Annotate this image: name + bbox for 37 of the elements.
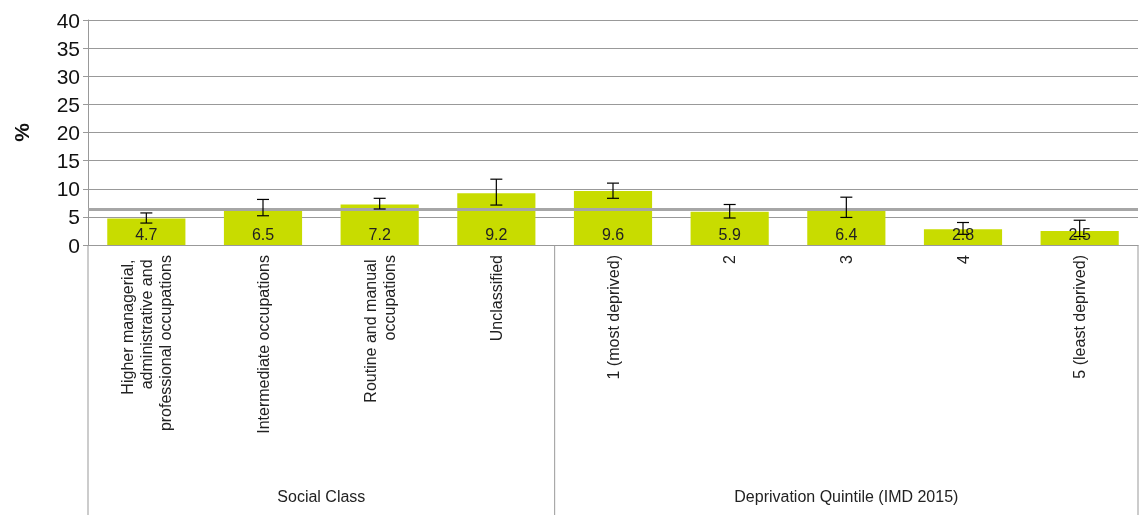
x-tick-label: Unclassified [487, 255, 505, 342]
y-tick-label: 25 [56, 92, 80, 116]
y-tick-label: 30 [56, 64, 80, 88]
y-tick-label: 5 [68, 205, 80, 229]
bar [807, 209, 886, 245]
x-tick-label: 3 [837, 254, 855, 264]
x-tick-label: 1 (most deprived) [604, 255, 622, 380]
data-label: 5.9 [718, 225, 741, 243]
bar [107, 218, 186, 245]
y-tick-label: 35 [56, 36, 80, 60]
bar [923, 229, 1003, 245]
bar [457, 193, 536, 245]
x-tick-label: 2 [721, 254, 739, 264]
data-label: 9.6 [601, 225, 625, 243]
x-tick-label: 4 [954, 254, 972, 264]
text: Deprivation Quintile (IMD 2015) [734, 487, 959, 505]
text: Social Class [277, 487, 366, 505]
x-tick-label: Higher managerial, administrative and professional occupations [118, 255, 174, 432]
data-label: 7.2 [368, 225, 391, 243]
y-tick-label: 0 [68, 233, 80, 257]
x-tick-label: Intermediate occupations [254, 255, 272, 434]
bar [223, 208, 303, 245]
bar [340, 204, 419, 245]
data-label: 6.5 [251, 225, 275, 243]
y-axis-title: % [10, 122, 33, 142]
data-label: 6.4 [835, 225, 858, 243]
x-tick-label: Routine and manual occupations [361, 255, 398, 403]
bar [573, 191, 653, 245]
y-tick-label: 15 [56, 149, 80, 173]
data-label: 9.2 [485, 225, 508, 243]
x-tick-label: 5 (least deprived) [1071, 255, 1089, 379]
data-label: 2.8 [951, 225, 975, 243]
bar [690, 211, 769, 245]
y-tick-label: 40 [56, 8, 80, 32]
data-label: 4.7 [135, 225, 158, 243]
y-tick-label: 10 [56, 177, 80, 201]
y-tick-label: 20 [56, 121, 80, 144]
